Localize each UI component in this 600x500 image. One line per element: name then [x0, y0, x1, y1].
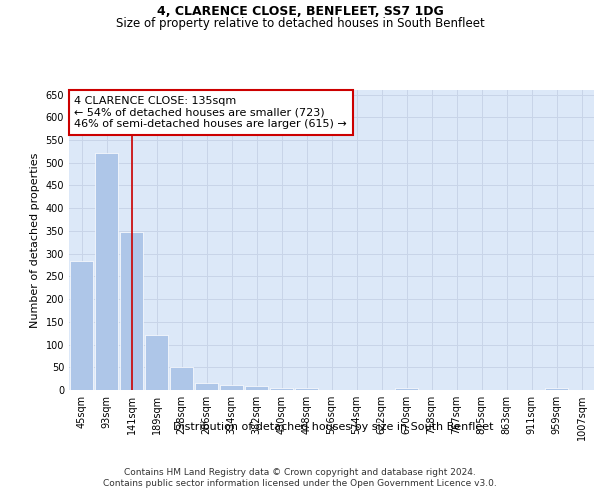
Text: 4, CLARENCE CLOSE, BENFLEET, SS7 1DG: 4, CLARENCE CLOSE, BENFLEET, SS7 1DG: [157, 5, 443, 18]
Bar: [245, 386, 268, 390]
Text: Size of property relative to detached houses in South Benfleet: Size of property relative to detached ho…: [116, 18, 484, 30]
Text: Contains HM Land Registry data © Crown copyright and database right 2024.
Contai: Contains HM Land Registry data © Crown c…: [103, 468, 497, 487]
Y-axis label: Number of detached properties: Number of detached properties: [30, 152, 40, 328]
Text: Distribution of detached houses by size in South Benfleet: Distribution of detached houses by size …: [173, 422, 493, 432]
Bar: [70, 262, 93, 390]
Bar: [195, 383, 218, 390]
Text: 4 CLARENCE CLOSE: 135sqm
← 54% of detached houses are smaller (723)
46% of semi-: 4 CLARENCE CLOSE: 135sqm ← 54% of detach…: [74, 96, 347, 129]
Bar: [395, 388, 418, 390]
Bar: [270, 388, 293, 390]
Bar: [545, 388, 568, 390]
Bar: [295, 388, 318, 390]
Bar: [95, 152, 118, 390]
Bar: [220, 386, 243, 390]
Bar: [170, 368, 193, 390]
Bar: [120, 232, 143, 390]
Bar: [145, 334, 168, 390]
